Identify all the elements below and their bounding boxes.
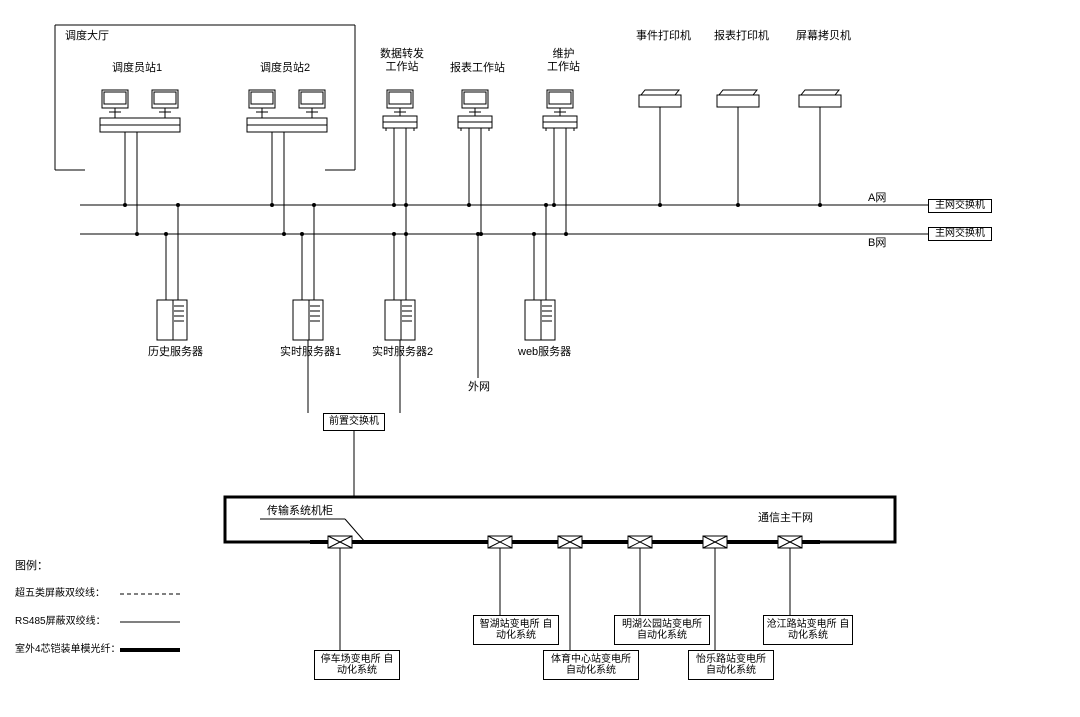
ws1-label: 调度员站1 bbox=[112, 62, 162, 75]
legend-title: 图例： bbox=[15, 560, 48, 573]
dispatch-hall-label: 调度大厅 bbox=[65, 30, 109, 43]
maint-label: 维护 工作站 bbox=[547, 48, 580, 73]
ws2-label: 调度员站2 bbox=[260, 62, 310, 75]
cabinet-label: 传输系统机柜 bbox=[267, 505, 333, 518]
substation-5: 沧江路站变电所 自动化系统 bbox=[763, 615, 853, 645]
substation-3: 明湖公园站变电所 自动化系统 bbox=[614, 615, 710, 645]
rt1-label: 实时服务器1 bbox=[280, 346, 341, 359]
bus-b-label: B网 bbox=[868, 237, 886, 250]
substation-4: 怡乐路站变电所 自动化系统 bbox=[688, 650, 774, 680]
substation-0: 停车场变电所 自动化系统 bbox=[314, 650, 400, 680]
switch-a-box: 主网交换机 bbox=[928, 199, 992, 213]
front-switch-box: 前置交换机 bbox=[323, 413, 385, 431]
rpt-label: 报表工作站 bbox=[450, 62, 505, 75]
ext-label: 外网 bbox=[468, 381, 490, 394]
legend-row-0: 超五类屏蔽双绞线： bbox=[15, 588, 105, 600]
prn-evt-label: 事件打印机 bbox=[636, 30, 691, 43]
prn-rpt-label: 报表打印机 bbox=[714, 30, 769, 43]
rt2-label: 实时服务器2 bbox=[372, 346, 433, 359]
legend-row-1: RS485屏蔽双绞线： bbox=[15, 616, 106, 628]
prn-scr-label: 屏幕拷贝机 bbox=[796, 30, 851, 43]
substation-2: 体育中心站变电所 自动化系统 bbox=[543, 650, 639, 680]
backbone-net-label: 通信主干网 bbox=[758, 512, 813, 525]
substation-1: 智湖站变电所 自动化系统 bbox=[473, 615, 559, 645]
hist-label: 历史服务器 bbox=[148, 346, 203, 359]
legend-row-2: 室外4芯铠装单模光纤： bbox=[15, 644, 121, 656]
web-label: web服务器 bbox=[518, 346, 571, 359]
fwd-label: 数据转发 工作站 bbox=[380, 48, 424, 73]
bus-a-label: A网 bbox=[868, 192, 886, 205]
switch-b-box: 主网交换机 bbox=[928, 227, 992, 241]
